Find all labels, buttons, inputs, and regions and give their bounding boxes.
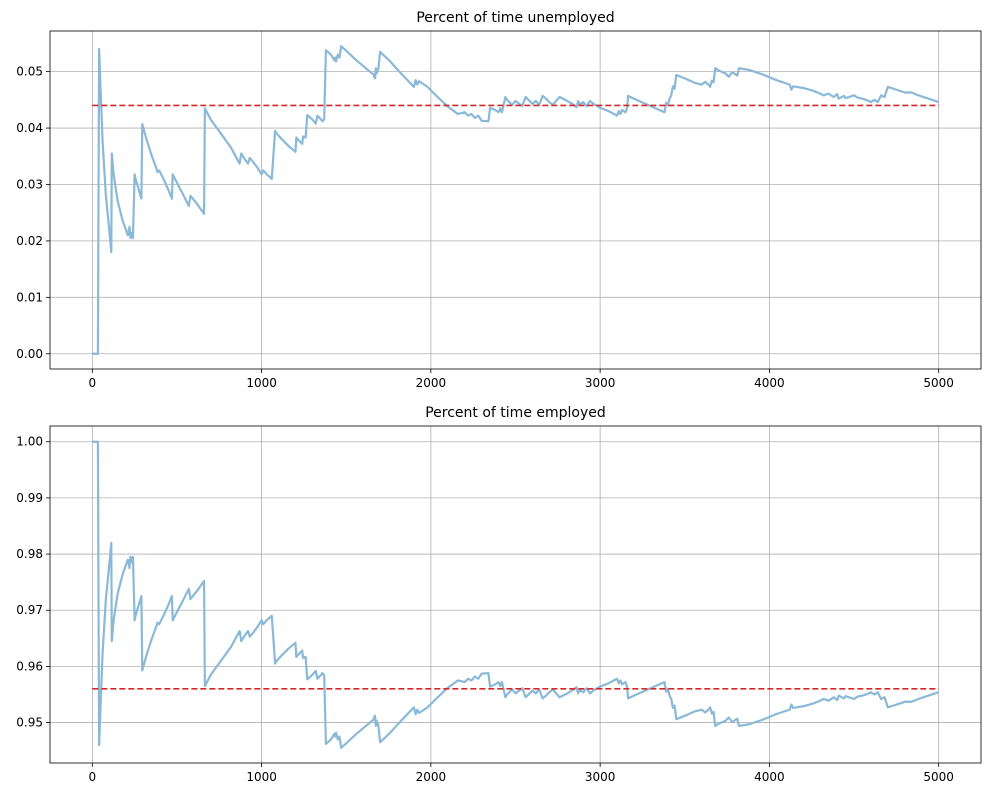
unemployed-xtick-label-4: 4000 (754, 376, 785, 390)
employed-xtick-label-1: 1000 (246, 770, 277, 784)
unemployed-ytick-label-3: 0.03 (16, 177, 43, 191)
employed-ytick-label-5: 1.00 (16, 435, 43, 449)
employed-ytick-label-1: 0.96 (16, 659, 43, 673)
employed-xtick-label-4: 4000 (754, 770, 785, 784)
employed-ytick-label-3: 0.98 (16, 547, 43, 561)
unemployed-axes-frame (49, 30, 982, 370)
employed-xtick-label-3: 3000 (585, 770, 616, 784)
employed-axes-frame (49, 425, 982, 764)
unemployed-ytick-label-4: 0.04 (16, 121, 43, 135)
unemployed-xtick-label-1: 1000 (246, 376, 277, 390)
employed-xtick-label-0: 0 (88, 770, 96, 784)
chart-unemployed: 0 1000 2000 3000 4000 5000 0.00 0.01 0.02 0.03 0.0… (16, 10, 982, 390)
employed-xtick-label-2: 2000 (416, 770, 447, 784)
unemployed-ytick-label-1: 0.01 (16, 290, 43, 304)
unemployed-ytick-label-5: 0.05 (16, 65, 43, 79)
employed-chart-title: Percent of time employed (425, 405, 606, 421)
employed-series-line (92, 440, 940, 749)
employed-xtick-label-5: 5000 (923, 770, 954, 784)
employed-ytick-label-0: 0.95 (16, 716, 43, 730)
unemployed-ytick-label-2: 0.02 (16, 234, 43, 248)
chart-employed: 0 1000 2000 3000 4000 5000 0.95 0.96 0.97 0.98 0.9… (16, 405, 982, 784)
unemployed-chart-title: Percent of time unemployed (416, 10, 614, 26)
unemployed-series-line (92, 45, 940, 355)
employed-ytick-label-4: 0.99 (16, 491, 43, 505)
unemployed-xtick-label-5: 5000 (923, 376, 954, 390)
unemployed-xtick-label-0: 0 (88, 376, 96, 390)
employed-ytick-label-2: 0.97 (16, 603, 43, 617)
unemployed-xtick-label-3: 3000 (585, 376, 616, 390)
unemployed-ytick-label-0: 0.00 (16, 347, 43, 361)
unemployed-xtick-label-2: 2000 (416, 376, 447, 390)
